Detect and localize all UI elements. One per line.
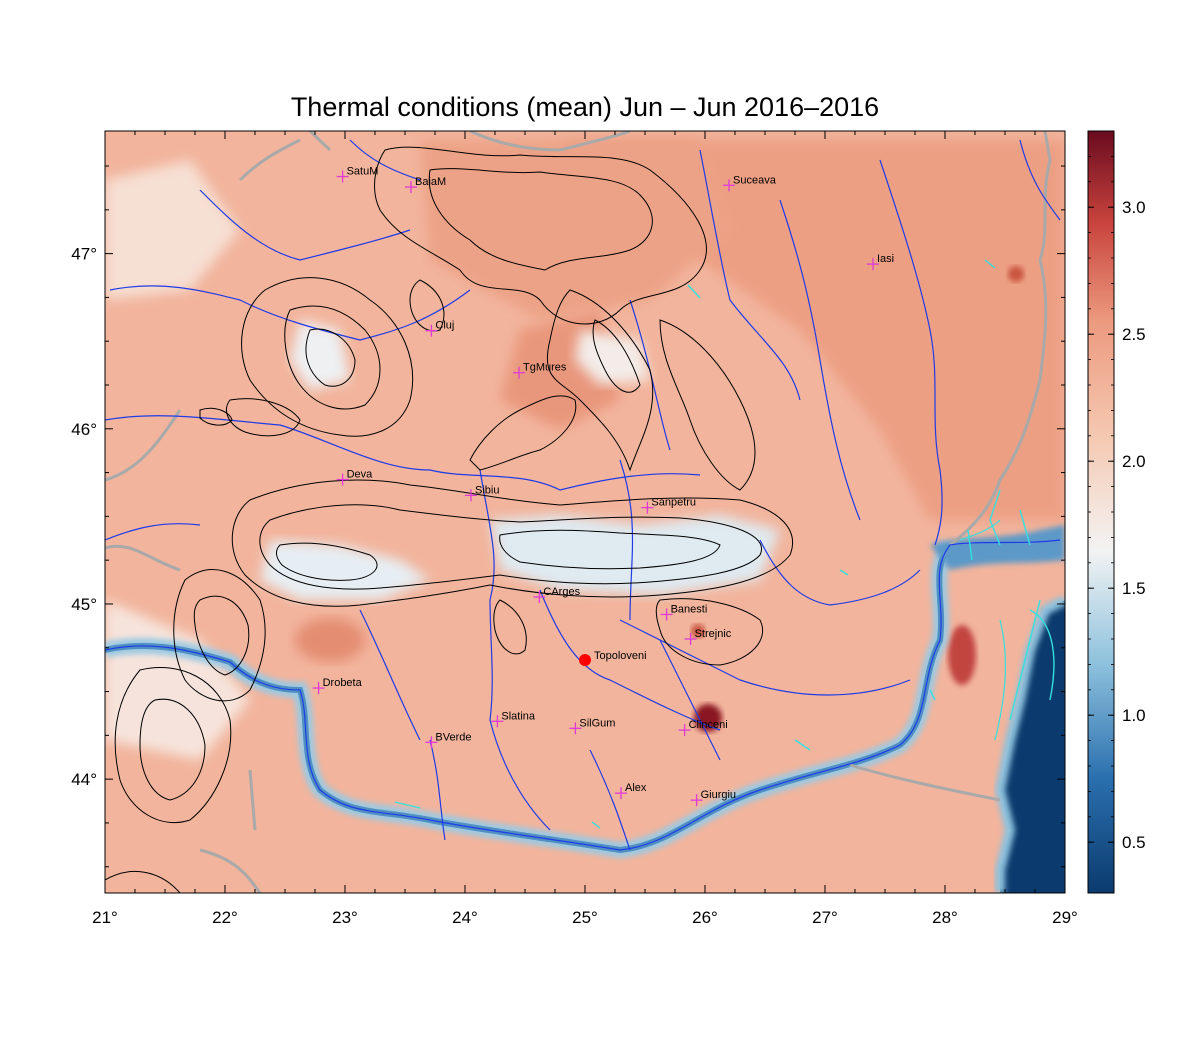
map-title: Thermal conditions (mean) Jun – Jun 2016… — [290, 92, 880, 122]
city-marker: Iasi — [867, 253, 894, 271]
city-marker: CArges — [533, 586, 581, 603]
lon-tick-label: 24° — [452, 908, 478, 927]
city-label: TgMures — [523, 362, 567, 374]
city-label: Deva — [347, 469, 374, 481]
city-marker: SilGum — [569, 717, 615, 735]
hotspot-strejnic — [691, 624, 705, 638]
city-marker: BVerde — [425, 731, 471, 749]
city-marker: Sanpetru — [641, 497, 696, 514]
city-label: SatuM — [347, 166, 379, 178]
colorbar — [1087, 130, 1115, 894]
city-label: BaiaM — [415, 176, 446, 188]
cool-region-east-carpathians — [575, 330, 650, 385]
lat-tick-label: 44° — [71, 770, 97, 789]
lon-tick-label: 25° — [572, 908, 598, 927]
highlight-city-label: Topoloveni — [594, 650, 647, 662]
warm-region-north — [420, 140, 730, 320]
lon-tick-label: 29° — [1052, 908, 1078, 927]
colorbar-tick-label: 1.0 — [1122, 706, 1146, 725]
city-label: Cluj — [435, 320, 454, 332]
lat-tick-label: 46° — [71, 420, 97, 439]
cool-region-west — [105, 160, 240, 300]
city-marker: Drobeta — [312, 677, 363, 695]
hotspot-bucharest — [694, 704, 722, 732]
city-label: Alex — [625, 782, 647, 794]
city-marker: Cluj — [425, 320, 454, 337]
city-label: Slatina — [501, 710, 536, 722]
lakes — [394, 259, 1055, 829]
city-marker: BaiaM — [405, 176, 446, 194]
city-label: Drobeta — [323, 677, 363, 689]
city-label: Strejnic — [695, 628, 732, 640]
city-label: SilGum — [579, 717, 615, 729]
city-label: CArges — [543, 586, 580, 598]
city-label: Iasi — [877, 253, 894, 265]
lat-tick-label: 47° — [71, 245, 97, 264]
city-marker: Suceava — [723, 174, 777, 192]
city-label: Suceava — [733, 174, 777, 186]
colorbar-tick-label: 2.0 — [1122, 452, 1146, 471]
city-marker: Strejnic — [684, 628, 732, 645]
lon-tick-label: 27° — [812, 908, 838, 927]
city-marker: Sibiu — [465, 484, 499, 502]
city-markers: SatuM BaiaM Suceava Iasi Cluj TgMures Deva Sibi… — [312, 166, 894, 807]
lat-tick-label: 45° — [71, 595, 97, 614]
city-label: Giurgiu — [701, 789, 736, 801]
city-marker: Deva — [336, 469, 374, 486]
elevation-contours — [105, 146, 793, 893]
lon-tick-label: 28° — [932, 908, 958, 927]
city-marker: Banesti — [660, 603, 708, 621]
colorbar-tick-label: 0.5 — [1122, 833, 1146, 852]
city-marker: Slatina — [491, 710, 536, 728]
city-label: Banesti — [671, 603, 708, 615]
national-borders — [105, 131, 1052, 893]
city-label: Sanpetru — [651, 497, 696, 509]
city-label: BVerde — [435, 731, 471, 743]
lon-tick-label: 26° — [692, 908, 718, 927]
colorbar-tick-label: 1.5 — [1122, 579, 1146, 598]
coastline — [959, 519, 1007, 741]
axis-labels: 21° 22° 23° 24° 25° 26° 27° 28° 29° 44° 45° 46° 47° — [71, 245, 1078, 927]
lon-tick-label: 21° — [92, 908, 118, 927]
colorbar-tick-label: 2.5 — [1122, 325, 1146, 344]
black-sea — [1000, 600, 1065, 893]
map-plot-area — [105, 131, 1065, 893]
city-marker: Clinceni — [678, 719, 728, 737]
cool-region-apuseni — [290, 320, 350, 390]
colorbar-tick-label: 3.0 — [1122, 198, 1146, 217]
coast-cool-band — [994, 595, 1065, 893]
hotspot-northeast — [1008, 266, 1024, 282]
city-marker: SatuM — [336, 166, 379, 183]
cool-region-retezat — [260, 540, 430, 600]
hotspot-east — [948, 625, 976, 685]
city-label: Sibiu — [475, 484, 499, 496]
city-marker: TgMures — [513, 362, 567, 379]
city-marker: Alex — [615, 782, 647, 800]
lon-tick-label: 22° — [212, 908, 238, 927]
colorbar-ticks: 0.5 1.0 1.5 2.0 2.5 3.0 — [1088, 155, 1146, 852]
lon-tick-label: 23° — [332, 908, 358, 927]
city-label: Clinceni — [689, 719, 728, 731]
warm-spot-southwest — [295, 618, 365, 662]
danube-delta — [930, 525, 1065, 570]
highlight-city-marker — [579, 654, 591, 667]
city-marker: Giurgiu — [690, 789, 736, 807]
axis-ticks — [104, 131, 1066, 893]
rivers — [105, 139, 1061, 851]
